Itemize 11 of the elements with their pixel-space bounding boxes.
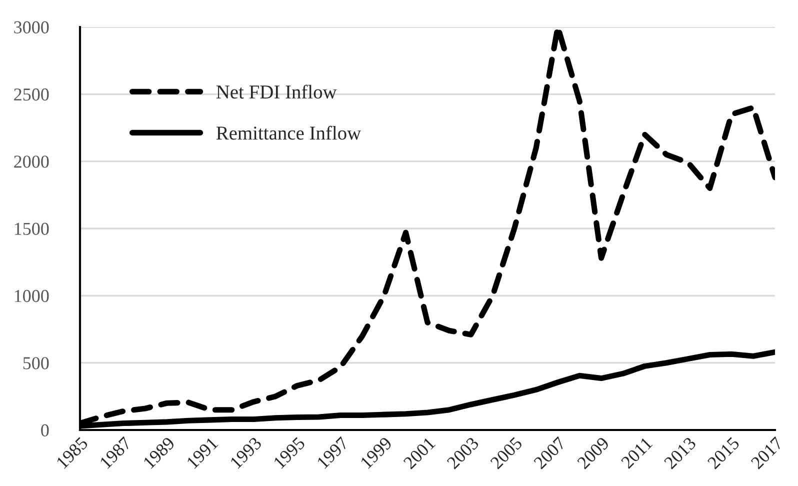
x-tick-label: 1991 — [186, 436, 219, 469]
y-tick-label: 500 — [23, 357, 49, 370]
x-tick-label: 2011 — [620, 436, 653, 470]
y-tick-label: 2000 — [14, 156, 49, 168]
y-tick-label: 1000 — [14, 290, 49, 302]
y-tick-label: 2500 — [14, 88, 49, 101]
y-tick-label: 1500 — [14, 222, 49, 235]
legend-label: Remittance Inflow — [216, 126, 362, 140]
legend-label: Net FDI Inflow — [216, 84, 337, 99]
y-tick-label: 3000 — [14, 21, 49, 34]
y-tick-label: 0 — [41, 424, 49, 436]
